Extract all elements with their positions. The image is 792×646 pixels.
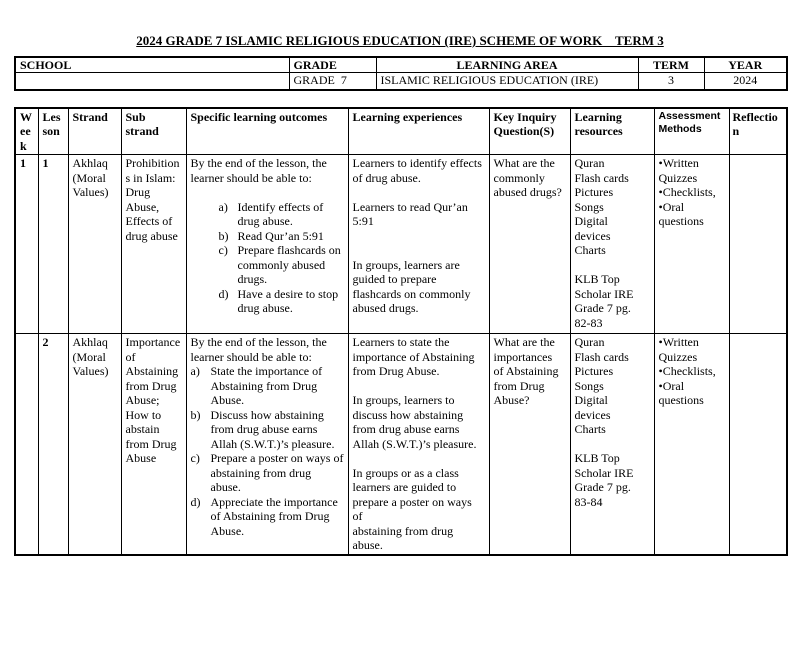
list-item: a) Identify effects of drug abuse. — [219, 200, 344, 229]
list-item: b) Read Qur’an 5:91 — [219, 229, 344, 244]
week-cell: 1 — [14, 154, 39, 334]
col-header-lesson: Les son — [37, 107, 69, 155]
item-text: State the importance of Abstaining from … — [210, 364, 323, 407]
item-text: Discuss how abstaining from drug abuse e… — [210, 407, 335, 451]
year-value-cell: 2024 — [703, 72, 788, 90]
reflection-cell — [728, 333, 788, 555]
item-marker: c) — [190, 451, 200, 465]
year-label-cell: YEAR — [703, 56, 788, 73]
col-header-outcomes: Specific learning outcomes — [185, 107, 349, 155]
strand-cell: Akhlaq (Moral Values) — [67, 333, 122, 555]
col-header-assessment: Assessment Methods — [653, 107, 730, 155]
list-item: a) State the importance of Abstaining fr… — [191, 364, 344, 408]
sub-strand-cell: Importance of Abstaining from Drug Abuse… — [120, 333, 187, 555]
term-value-cell: 3 — [637, 72, 705, 90]
experiences-cell: Learners to state the importance of Abst… — [347, 333, 490, 555]
learning-area-label-cell: LEARNING AREA — [375, 56, 639, 73]
info-value-row: GRADE 7 ISLAMIC RELIGIOUS EDUCATION (IRE… — [14, 72, 788, 90]
list-item: d) Have a desire to stop drug abuse. — [219, 287, 344, 316]
outcomes-intro: By the end of the lesson, the learner sh… — [190, 335, 327, 364]
key-inquiry-cell: What are the importances of Abstaining f… — [488, 333, 571, 555]
item-marker: a) — [218, 199, 228, 214]
outcomes-list: a) Identify effects of drug abuse. b) Re… — [219, 200, 344, 316]
lesson-cell: 1 — [37, 154, 69, 334]
list-item: d) Appreciate the importance of Abstaini… — [191, 495, 344, 539]
term-label-cell: TERM — [637, 56, 705, 73]
item-marker: a) — [190, 364, 200, 378]
reflection-cell — [728, 154, 788, 334]
col-header-experiences: Learning experiences — [347, 107, 490, 155]
col-header-strand: Strand — [67, 107, 122, 155]
item-marker: b) — [190, 407, 201, 422]
item-text: Read Qur’an 5:91 — [237, 228, 324, 243]
resources-cell: Quran Flash cards Pictures Songs Digital… — [569, 154, 655, 334]
outcomes-list: a) State the importance of Abstaining fr… — [191, 364, 344, 538]
scheme-of-work-table: W ee k Les son Strand Sub strand Specifi… — [14, 106, 788, 556]
item-text: Have a desire to stop drug abuse. — [237, 286, 339, 316]
grade-value-cell: GRADE 7 — [288, 72, 377, 90]
col-header-reflection: Reflectio n — [728, 107, 788, 155]
col-header-sub-strand: Sub strand — [120, 107, 187, 155]
lesson-cell: 2 — [37, 333, 69, 555]
outcomes-intro: By the end of the lesson, the learner sh… — [190, 156, 327, 185]
page-title: 2024 GRADE 7 ISLAMIC RELIGIOUS EDUCATION… — [136, 33, 664, 48]
outcomes-cell: By the end of the lesson, the learner sh… — [185, 333, 349, 555]
document-page: 2024 GRADE 7 ISLAMIC RELIGIOUS EDUCATION… — [0, 33, 792, 646]
school-label-cell: SCHOOL — [14, 56, 290, 73]
outcomes-cell: By the end of the lesson, the learner sh… — [185, 154, 349, 334]
item-marker: b) — [218, 228, 229, 243]
scheme-header-row: W ee k Les son Strand Sub strand Specifi… — [14, 107, 788, 155]
info-header-row: SCHOOL GRADE LEARNING AREA TERM YEAR — [14, 56, 788, 73]
item-text: Identify effects of drug abuse. — [237, 199, 324, 229]
item-text: Prepare a poster on ways of abstaining f… — [210, 451, 344, 494]
item-marker: d) — [190, 494, 201, 509]
col-header-week: W ee k — [14, 107, 39, 155]
item-text: Prepare flashcards on commonly abused dr… — [237, 243, 341, 286]
col-header-resources: Learning resources — [569, 107, 655, 155]
info-table: SCHOOL GRADE LEARNING AREA TERM YEAR GRA… — [14, 55, 788, 91]
outcomes-spacer — [191, 185, 344, 200]
scheme-row-lesson-2: 2 Akhlaq (Moral Values) Importance of Ab… — [14, 333, 788, 555]
sub-strand-cell: Prohibition s in Islam: Drug Abuse, Effe… — [120, 154, 187, 334]
resources-cell: Quran Flash cards Pictures Songs Digital… — [569, 333, 655, 555]
strand-cell: Akhlaq (Moral Values) — [67, 154, 122, 334]
key-inquiry-cell: What are the commonly abused drugs? — [488, 154, 571, 334]
assessment-cell: •Written Quizzes •Checklists, •Oral ques… — [653, 154, 730, 334]
list-item: b) Discuss how abstaining from drug abus… — [191, 408, 344, 452]
item-text: Appreciate the importance of Abstaining … — [210, 494, 338, 538]
assessment-cell: •Written Quizzes •Checklists, •Oral ques… — [653, 333, 730, 555]
col-header-key-inquiry: Key Inquiry Question(S) — [488, 107, 571, 155]
list-item: c) Prepare a poster on ways of abstainin… — [191, 451, 344, 495]
item-marker: d) — [218, 286, 229, 301]
week-cell — [14, 333, 39, 555]
scheme-row-lesson-1: 1 1 Akhlaq (Moral Values) Prohibition s … — [14, 154, 788, 334]
learning-area-value-cell: ISLAMIC RELIGIOUS EDUCATION (IRE) — [375, 72, 639, 90]
item-marker: c) — [218, 243, 228, 257]
grade-label-cell: GRADE — [288, 56, 377, 73]
experiences-cell: Learners to identify effects of drug abu… — [347, 154, 490, 334]
list-item: c) Prepare flashcards on commonly abused… — [219, 243, 344, 287]
school-value-cell — [14, 72, 290, 90]
